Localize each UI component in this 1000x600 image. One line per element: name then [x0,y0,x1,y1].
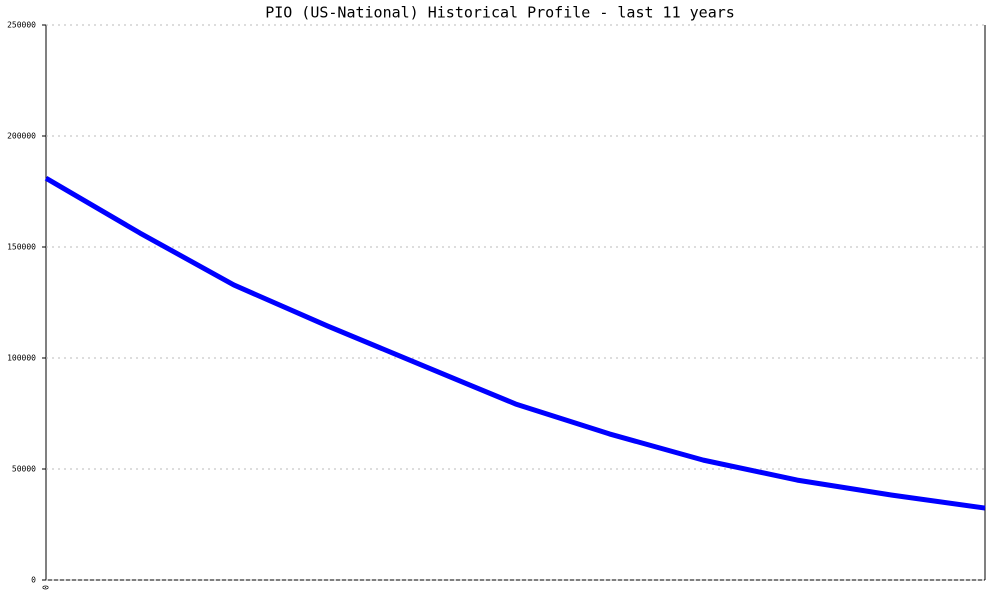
y-tick-label: 0 [31,576,36,585]
y-tick-label: 250000 [7,21,36,30]
data-line [44,176,986,511]
y-tick-label: 100000 [7,354,36,363]
chart-title: PIO (US-National) Historical Profile - l… [265,4,735,22]
y-tick-label: 150000 [7,243,36,252]
y-tick-label: 50000 [12,465,36,474]
y-tick-label: 200000 [7,132,36,141]
x-tick-label: 0 [42,585,51,590]
